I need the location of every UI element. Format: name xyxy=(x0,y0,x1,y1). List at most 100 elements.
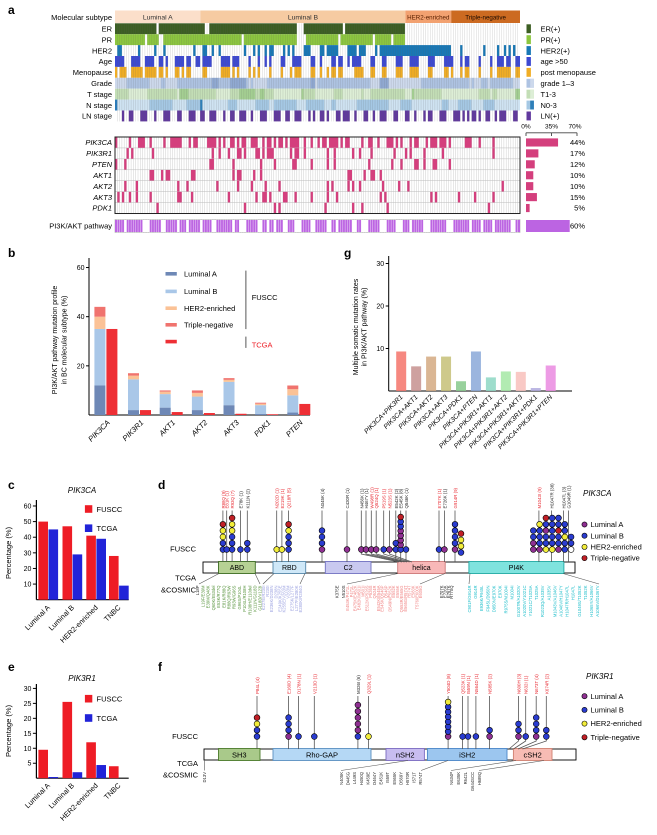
svg-text:E53K/R77Q: E53K/R77Q xyxy=(216,585,221,608)
svg-text:E280K/R284G: E280K/R284G xyxy=(298,586,303,613)
svg-text:Y504D (8): Y504D (8) xyxy=(446,673,451,694)
svg-text:30: 30 xyxy=(24,686,32,693)
svg-text:ER: ER xyxy=(102,24,113,33)
svg-text:iSH2: iSH2 xyxy=(459,750,475,759)
svg-text:R230I: R230I xyxy=(265,586,270,597)
svg-text:Q524R: Q524R xyxy=(372,585,377,598)
svg-text:N456K (1): N456K (1) xyxy=(359,488,364,509)
svg-text:f: f xyxy=(158,660,163,674)
svg-text:TCGA: TCGA xyxy=(252,341,273,350)
svg-text:I559N (1): I559N (1) xyxy=(466,675,471,694)
svg-text:G914R: G914R xyxy=(473,586,478,599)
svg-text:E78K (1): E78K (1) xyxy=(238,491,243,509)
svg-text:D464Y: D464Y xyxy=(372,772,377,785)
svg-text:E565G/R574T: E565G/R574T xyxy=(403,585,408,612)
svg-text:G1049R (1): G1049R (1) xyxy=(567,485,572,508)
svg-text:PIK3CA: PIK3CA xyxy=(68,486,96,495)
svg-text:25: 25 xyxy=(24,701,32,708)
svg-text:10: 10 xyxy=(24,582,32,589)
svg-text:P84L (4): P84L (4) xyxy=(255,677,260,694)
svg-text:M1043V/A1046V: M1043V/A1046V xyxy=(552,585,557,617)
svg-text:FUSCC: FUSCC xyxy=(172,732,198,741)
svg-text:Menopause: Menopause xyxy=(73,68,112,77)
svg-text:D13V: D13V xyxy=(202,772,207,783)
svg-text:H1065Y/A1066V: H1065Y/A1066V xyxy=(589,585,594,616)
svg-text:G96S/P104L: G96S/P104L xyxy=(237,585,242,610)
svg-text:G644SCC: G644SCC xyxy=(470,772,475,791)
svg-text:P104L/R108H: P104L/R108H xyxy=(242,586,247,612)
svg-text:D569Y: D569Y xyxy=(398,772,403,785)
svg-text:Luminal B: Luminal B xyxy=(288,15,319,22)
svg-text:50: 50 xyxy=(24,519,32,526)
svg-text:R975S/M1004I: R975S/M1004I xyxy=(504,586,509,614)
svg-text:Q218R (5): Q218R (5) xyxy=(287,487,292,508)
svg-text:TCGA: TCGA xyxy=(97,524,118,533)
svg-text:Q60K/E53del: Q60K/E53del xyxy=(211,585,216,610)
svg-text:PR: PR xyxy=(102,35,113,44)
svg-text:P471L: P471L xyxy=(349,585,354,598)
svg-text:Rho-GAP: Rho-GAP xyxy=(306,750,338,759)
svg-text:R88Q/R93W: R88Q/R93W xyxy=(227,585,232,609)
svg-text:RBD: RBD xyxy=(282,565,297,572)
svg-text:D549N/E552K: D549N/E552K xyxy=(387,585,392,611)
svg-text:G1007R/A1020V: G1007R/A1020V xyxy=(516,585,521,617)
svg-text:FUSCC: FUSCC xyxy=(170,545,196,554)
svg-text:LN stage: LN stage xyxy=(82,112,112,121)
svg-text:Triple-negative: Triple-negative xyxy=(465,15,506,22)
svg-text:C420R (1): C420R (1) xyxy=(345,488,350,509)
svg-text:Luminal A: Luminal A xyxy=(591,520,624,529)
svg-text:LN(+): LN(+) xyxy=(541,112,560,121)
svg-text:N0-3: N0-3 xyxy=(541,101,557,110)
svg-text:E726K (1): E726K (1) xyxy=(442,488,447,508)
svg-text:H467Y (1): H467Y (1) xyxy=(364,488,369,508)
svg-text:nSH2: nSH2 xyxy=(396,750,415,759)
svg-text:PTEN: PTEN xyxy=(92,160,113,169)
svg-text:Molecular subtype: Molecular subtype xyxy=(51,13,112,22)
svg-text:R574T: R574T xyxy=(418,772,423,785)
svg-text:PI3K/AKT pathway: PI3K/AKT pathway xyxy=(49,222,112,231)
svg-text:20: 20 xyxy=(24,566,32,573)
svg-text:T576I/E600K: T576I/E600K xyxy=(414,585,419,609)
svg-text:HER2-enriched: HER2-enriched xyxy=(407,15,450,22)
svg-text:T1-3: T1-3 xyxy=(541,90,556,99)
svg-text:AKT1: AKT1 xyxy=(92,171,112,180)
svg-text:c: c xyxy=(8,478,15,492)
svg-text:N345K (4): N345K (4) xyxy=(320,488,325,509)
svg-text:N405K: N405K xyxy=(339,772,344,785)
svg-text:C901F/G914R: C901F/G914R xyxy=(467,586,472,613)
svg-text:K227E/R230I: K227E/R230I xyxy=(261,586,266,611)
svg-text:H1047R/H1047L: H1047R/H1047L xyxy=(565,585,570,617)
svg-text:T stage: T stage xyxy=(87,90,112,99)
svg-text:Luminal B: Luminal B xyxy=(591,706,624,715)
svg-text:60: 60 xyxy=(77,265,85,272)
svg-text:E249K/K255E: E249K/K255E xyxy=(277,585,282,612)
svg-text:ER(+): ER(+) xyxy=(541,25,561,34)
svg-text:E81K/R88Q: E81K/R88Q xyxy=(221,585,226,608)
svg-text:Percentage (%): Percentage (%) xyxy=(4,526,13,579)
svg-text:20: 20 xyxy=(376,304,384,311)
svg-text:10: 10 xyxy=(24,746,32,753)
svg-text:TCGA: TCGA xyxy=(177,759,198,768)
svg-text:Percentage (%): Percentage (%) xyxy=(4,704,13,757)
svg-text:A1035V: A1035V xyxy=(546,585,551,600)
svg-text:E583K: E583K xyxy=(410,585,415,598)
svg-text:&COSMIC: &COSMIC xyxy=(163,771,199,780)
svg-text:Q329L (1): Q329L (1) xyxy=(367,674,372,694)
svg-text:Triple-negative: Triple-negative xyxy=(591,733,640,742)
svg-text:SH3: SH3 xyxy=(232,750,247,759)
svg-text:E453K/P471L: E453K/P471L xyxy=(345,585,350,611)
svg-text:G1049S/T1052K: G1049S/T1052K xyxy=(577,585,582,616)
svg-text:D238N: D238N xyxy=(273,586,278,599)
svg-text:Luminal A: Luminal A xyxy=(184,269,217,278)
svg-text:HER2(+): HER2(+) xyxy=(541,46,571,55)
svg-text:N stage: N stage xyxy=(86,101,112,110)
svg-text:F945L/D950N: F945L/D950N xyxy=(485,586,490,612)
svg-text:10: 10 xyxy=(376,346,384,353)
svg-text:Luminal B: Luminal B xyxy=(591,531,624,540)
svg-text:M501I: M501I xyxy=(360,586,365,597)
svg-text:PI4K: PI4K xyxy=(509,565,525,572)
svg-text:17%: 17% xyxy=(570,149,585,158)
svg-text:in BC molecular subtype (%): in BC molecular subtype (%) xyxy=(62,296,69,385)
svg-text:E555K: E555K xyxy=(395,585,400,598)
svg-text:PIK3CA: PIK3CA xyxy=(583,489,611,498)
